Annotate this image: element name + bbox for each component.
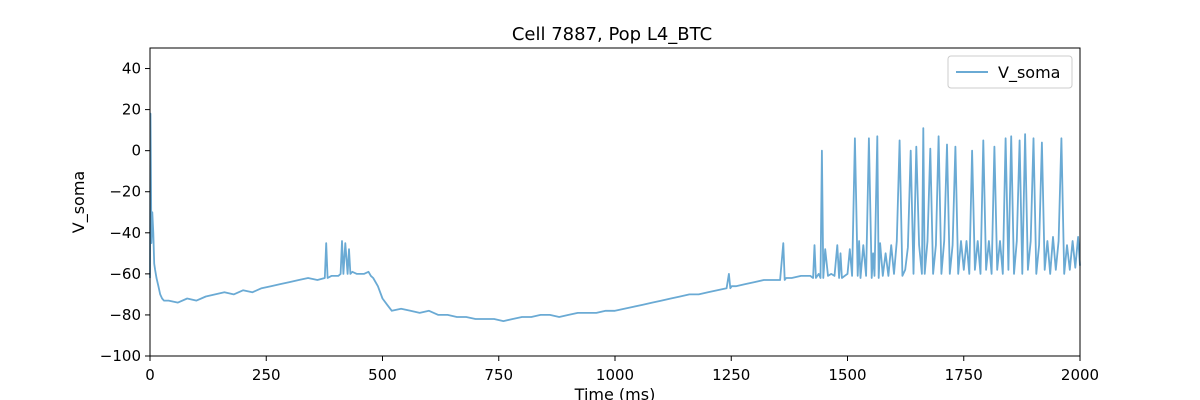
y-axis: −100 −80 −60 −40 −20 0 20 40 <box>100 60 150 365</box>
x-tick-label: 250 <box>252 366 281 384</box>
legend: V_soma <box>947 55 1073 89</box>
legend-box <box>947 55 1073 89</box>
x-tick-label: 1500 <box>828 366 866 384</box>
x-tick-label: 1250 <box>712 366 750 384</box>
series-line-v-soma <box>149 112 1081 322</box>
y-tick-label: 20 <box>122 101 141 119</box>
x-tick-label: 500 <box>368 366 397 384</box>
y-tick-label: −40 <box>109 224 141 242</box>
y-tick-label: −80 <box>109 306 141 324</box>
legend-label-v-soma: V_soma <box>998 63 1060 83</box>
y-tick-label: −100 <box>100 347 141 365</box>
y-tick-label: 40 <box>122 60 141 78</box>
x-axis: 0 250 500 750 1000 1250 1500 1750 2000 <box>145 356 1099 384</box>
x-tick-label: 0 <box>145 366 155 384</box>
x-axis-label: Time (ms) <box>574 385 656 400</box>
chart-title: Cell 7887, Pop L4_BTC <box>512 24 712 45</box>
x-tick-label: 1750 <box>945 366 983 384</box>
y-axis-label: V_soma <box>69 171 89 233</box>
y-tick-label: −20 <box>109 183 141 201</box>
x-tick-label: 750 <box>484 366 513 384</box>
x-tick-label: 1000 <box>596 366 634 384</box>
y-tick-label: 0 <box>131 142 141 160</box>
x-tick-label: 2000 <box>1061 366 1099 384</box>
y-tick-label: −60 <box>109 265 141 283</box>
plot-area <box>149 47 1081 357</box>
